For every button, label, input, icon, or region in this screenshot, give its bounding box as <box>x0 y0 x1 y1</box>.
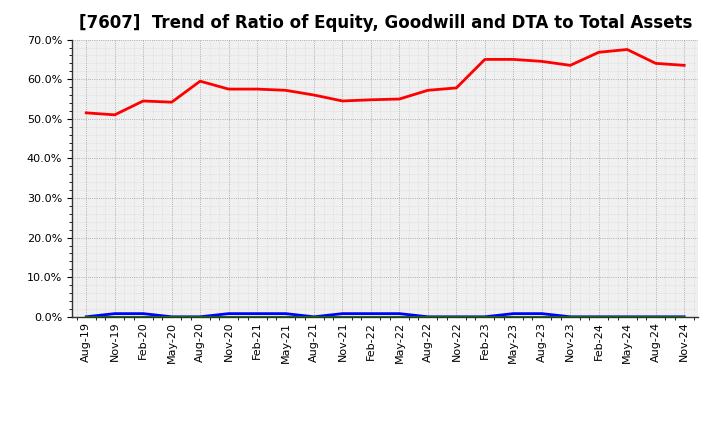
Deferred Tax Assets <box>282 314 290 319</box>
Equity <box>310 92 318 98</box>
Goodwill <box>338 311 347 316</box>
Equity <box>110 112 119 117</box>
Equity <box>623 47 631 52</box>
Equity <box>196 78 204 84</box>
Equity <box>225 86 233 92</box>
Deferred Tax Assets <box>395 314 404 319</box>
Equity <box>338 98 347 103</box>
Equity <box>366 97 375 103</box>
Deferred Tax Assets <box>452 314 461 319</box>
Goodwill <box>225 311 233 316</box>
Equity <box>537 59 546 64</box>
Goodwill <box>282 311 290 316</box>
Deferred Tax Assets <box>225 314 233 319</box>
Deferred Tax Assets <box>652 314 660 319</box>
Goodwill <box>139 311 148 316</box>
Goodwill <box>253 311 261 316</box>
Goodwill <box>509 311 518 316</box>
Equity <box>680 62 688 68</box>
Equity <box>423 88 432 93</box>
Goodwill <box>566 314 575 319</box>
Deferred Tax Assets <box>338 314 347 319</box>
Goodwill <box>537 311 546 316</box>
Title: [7607]  Trend of Ratio of Equity, Goodwill and DTA to Total Assets: [7607] Trend of Ratio of Equity, Goodwil… <box>78 15 692 33</box>
Goodwill <box>82 314 91 319</box>
Goodwill <box>310 314 318 319</box>
Equity <box>595 50 603 55</box>
Goodwill <box>480 314 489 319</box>
Goodwill <box>366 311 375 316</box>
Goodwill <box>623 314 631 319</box>
Equity <box>282 88 290 93</box>
Equity <box>253 86 261 92</box>
Equity <box>82 110 91 115</box>
Goodwill <box>167 314 176 319</box>
Deferred Tax Assets <box>680 314 688 319</box>
Goodwill <box>423 314 432 319</box>
Goodwill <box>652 314 660 319</box>
Deferred Tax Assets <box>310 314 318 319</box>
Goodwill <box>680 314 688 319</box>
Deferred Tax Assets <box>623 314 631 319</box>
Deferred Tax Assets <box>82 314 91 319</box>
Goodwill <box>452 314 461 319</box>
Equity <box>652 61 660 66</box>
Deferred Tax Assets <box>110 314 119 319</box>
Deferred Tax Assets <box>366 314 375 319</box>
Deferred Tax Assets <box>595 314 603 319</box>
Equity <box>566 62 575 68</box>
Deferred Tax Assets <box>139 314 148 319</box>
Goodwill <box>595 314 603 319</box>
Deferred Tax Assets <box>253 314 261 319</box>
Deferred Tax Assets <box>167 314 176 319</box>
Equity <box>452 85 461 91</box>
Deferred Tax Assets <box>537 314 546 319</box>
Equity <box>139 98 148 103</box>
Equity <box>167 99 176 105</box>
Goodwill <box>110 311 119 316</box>
Deferred Tax Assets <box>566 314 575 319</box>
Line: Equity: Equity <box>86 49 684 115</box>
Deferred Tax Assets <box>423 314 432 319</box>
Goodwill <box>196 314 204 319</box>
Equity <box>509 57 518 62</box>
Equity <box>480 57 489 62</box>
Goodwill <box>395 311 404 316</box>
Deferred Tax Assets <box>509 314 518 319</box>
Deferred Tax Assets <box>480 314 489 319</box>
Line: Goodwill: Goodwill <box>86 314 684 317</box>
Equity <box>395 96 404 102</box>
Deferred Tax Assets <box>196 314 204 319</box>
